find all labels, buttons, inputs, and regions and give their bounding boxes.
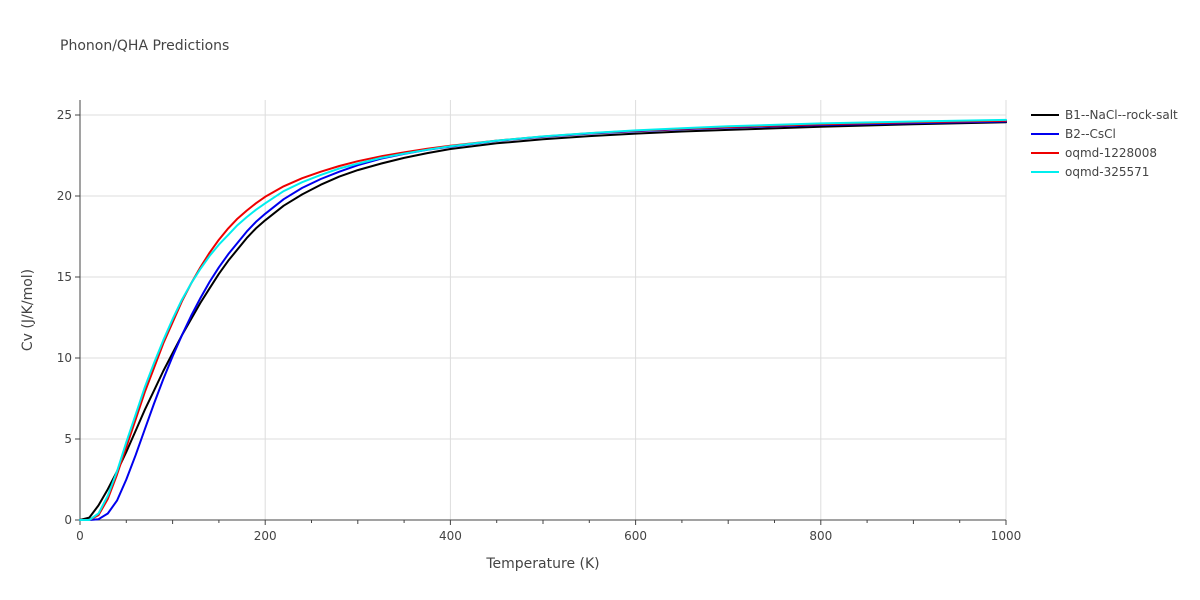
- y-tick-label: 25: [57, 108, 72, 122]
- legend-item[interactable]: B2--CsCl: [1031, 127, 1116, 141]
- legend-label: oqmd-1228008: [1065, 146, 1157, 160]
- series-line-1[interactable]: [79, 121, 1007, 521]
- grid: [80, 100, 1007, 520]
- series-line-2[interactable]: [79, 120, 1007, 521]
- x-tick-label: 800: [809, 529, 832, 543]
- legend-label: oqmd-325571: [1065, 165, 1149, 179]
- x-tick-label: 400: [439, 529, 462, 543]
- axes: 0 200 400 600 800 1000 0 5 10 15 20 25: [57, 100, 1022, 543]
- legend-item[interactable]: oqmd-1228008: [1031, 146, 1157, 160]
- y-tick-label: 5: [64, 432, 72, 446]
- legend-item[interactable]: oqmd-325571: [1031, 165, 1149, 179]
- x-axis-title: Temperature (K): [485, 556, 599, 572]
- legend[interactable]: B1--NaCl--rock-salt B2--CsCl oqmd-1228008 o…: [1031, 108, 1178, 179]
- series-line-3[interactable]: [79, 119, 1007, 521]
- legend-label: B2--CsCl: [1065, 127, 1116, 141]
- legend-item[interactable]: B1--NaCl--rock-salt: [1031, 108, 1178, 122]
- series-line-4[interactable]: [79, 118, 1007, 521]
- series-lines: [79, 118, 1007, 521]
- y-tick-label: 0: [64, 513, 72, 527]
- y-tick-label: 20: [57, 189, 72, 203]
- chart-title: Phonon/QHA Predictions: [60, 38, 229, 54]
- y-tick-label: 10: [57, 351, 72, 365]
- x-tick-label: 1000: [991, 529, 1022, 543]
- y-tick-label: 15: [57, 270, 72, 284]
- y-axis-title: Cv (J/K/mol): [20, 269, 36, 351]
- x-tick-label: 600: [624, 529, 647, 543]
- legend-label: B1--NaCl--rock-salt: [1065, 108, 1178, 122]
- x-tick-label: 200: [254, 529, 277, 543]
- x-tick-label: 0: [76, 529, 84, 543]
